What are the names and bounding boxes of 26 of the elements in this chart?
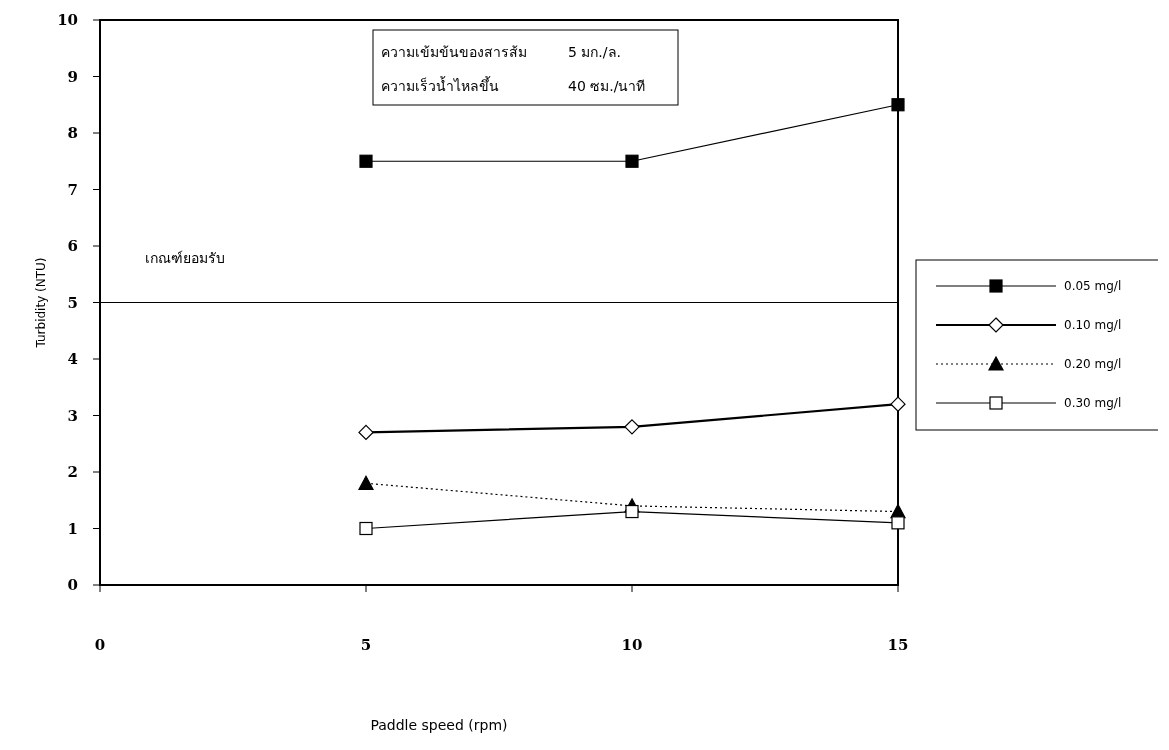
y-tick-label: 0 [67, 576, 78, 595]
text: 0.10 mg/l [1064, 318, 1122, 333]
y-axis-title: Turbidity (NTU) [34, 257, 48, 349]
y-tick-label: 3 [67, 406, 78, 425]
x-tick-label: 10 [621, 636, 643, 654]
text: 0.20 mg/l [1064, 357, 1122, 372]
y-tick-label: 4 [67, 350, 78, 369]
text: 0.30 mg/l [1064, 396, 1122, 411]
y-tick-label: 7 [67, 180, 78, 199]
y-tick-label: 5 [67, 293, 78, 312]
y-tick-label: 6 [67, 237, 78, 256]
annotation: ความเร็วน้ำไหลขึ้น [381, 76, 499, 94]
text: 0.05 mg/l [1064, 279, 1122, 294]
x-axis-title: Paddle speed (rpm) [370, 717, 508, 733]
annotation: 40 ซม./นาที [568, 78, 646, 94]
y-tick-label: 8 [67, 124, 78, 143]
x-tick-label: 5 [360, 636, 372, 654]
x-tick-label: 0 [94, 636, 106, 654]
y-tick-label: 1 [67, 519, 78, 538]
y-tick-label: 10 [57, 11, 78, 30]
y-tick-label: 2 [67, 463, 78, 482]
annotation: 5 มก./ล. [568, 44, 621, 60]
x-tick-label: 15 [887, 636, 909, 654]
annotation: ความเข้มข้นของสารส้ม [381, 44, 527, 60]
y-tick-label: 9 [67, 67, 78, 86]
ref-line-label: เกณฑ์ยอมรับ [145, 249, 225, 266]
